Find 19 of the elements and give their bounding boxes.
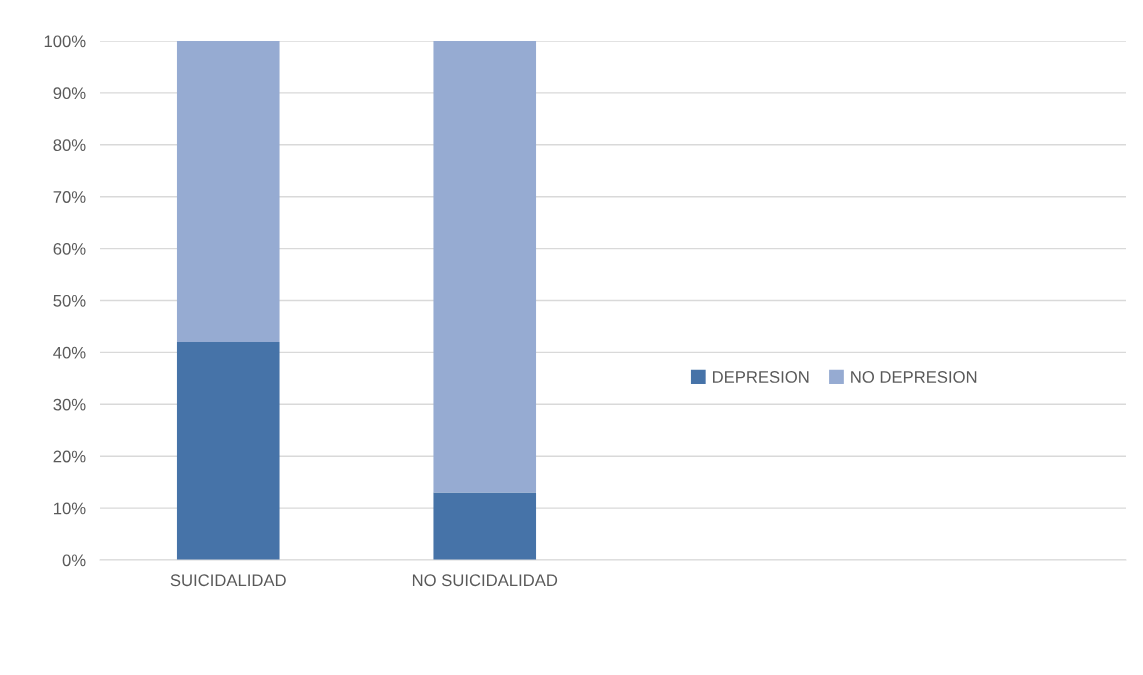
y-tick-label: 90% <box>53 87 86 100</box>
bar <box>176 342 280 560</box>
y-tick-label: 30% <box>53 398 86 411</box>
y-tick-label: 40% <box>53 346 86 359</box>
y-tick-label: 10% <box>54 502 86 515</box>
y-tick-label: 50% <box>53 294 86 307</box>
y-tick-label: 0% <box>62 554 86 567</box>
y-tick-label: 100% <box>44 35 86 48</box>
bar <box>176 41 280 343</box>
bar <box>433 492 537 560</box>
y-tick-label: 60% <box>53 243 86 255</box>
y-tick-label: 20% <box>53 450 86 463</box>
legend-label: DEPRESION <box>713 371 809 383</box>
y-tick-label: 80% <box>53 139 86 151</box>
x-tick-label: NO SUICIDALIDAD <box>412 574 558 587</box>
bar <box>433 41 537 493</box>
legend-label: NO DEPRESION <box>851 371 977 383</box>
x-tick-label: SUICIDALIDAD <box>170 574 286 587</box>
y-tick-label: 70% <box>53 191 86 203</box>
